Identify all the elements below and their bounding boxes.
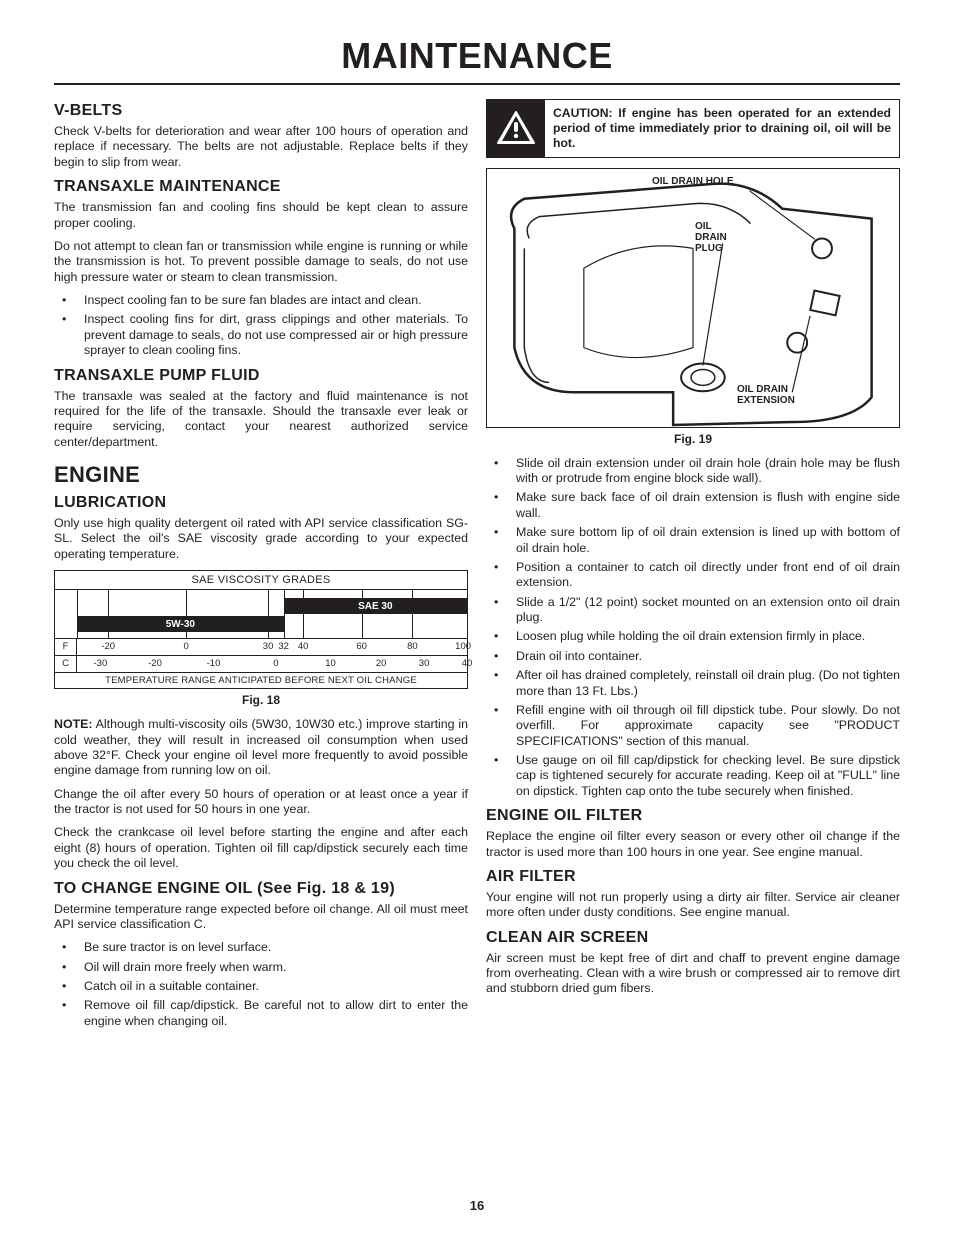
airfilter-p1: Your engine will not run properly using … xyxy=(486,890,900,921)
left-column: V-BELTS Check V-belts for deterioration … xyxy=(54,99,468,1037)
list-item: Slide oil drain extension under oil drai… xyxy=(486,456,900,487)
sae-chart-body: 5W-30SAE 30 xyxy=(55,590,467,638)
transaxle-p2: Do not attempt to clean fan or transmiss… xyxy=(54,239,468,285)
two-columns: V-BELTS Check V-belts for deterioration … xyxy=(54,99,900,1037)
page: MAINTENANCE V-BELTS Check V-belts for de… xyxy=(0,0,954,1067)
vbelts-heading: V-BELTS xyxy=(54,102,468,120)
oilfilter-heading: ENGINE OIL FILTER xyxy=(486,807,900,825)
list-item: Remove oil fill cap/dipstick. Be careful… xyxy=(54,998,468,1029)
list-item: Be sure tractor is on level surface. xyxy=(54,940,468,955)
title-rule xyxy=(54,83,900,85)
airfilter-heading: AIR FILTER xyxy=(486,868,900,886)
change-p1: Change the oil after every 50 hours of o… xyxy=(54,787,468,818)
airscreen-p1: Air screen must be kept free of dirt and… xyxy=(486,951,900,997)
list-item: Inspect cooling fins for dirt, grass cli… xyxy=(54,312,468,358)
sae-chart-title: SAE VISCOSITY GRADES xyxy=(55,571,467,590)
pump-heading: TRANSAXLE PUMP FLUID xyxy=(54,367,468,385)
changeoil-heading: TO CHANGE ENGINE OIL (See Fig. 18 & 19) xyxy=(54,880,468,898)
transaxle-bullets: Inspect cooling fan to be sure fan blade… xyxy=(54,293,468,359)
sae-f-axis: F -2003032406080100 xyxy=(55,638,467,655)
page-title: MAINTENANCE xyxy=(54,35,900,77)
list-item: Make sure back face of oil drain extensi… xyxy=(486,490,900,521)
warning-icon xyxy=(487,100,545,157)
list-item: Slide a 1/2" (12 point) socket mounted o… xyxy=(486,595,900,626)
list-item: Use gauge on oil fill cap/dipstick for c… xyxy=(486,753,900,799)
airscreen-heading: CLEAN AIR SCREEN xyxy=(486,929,900,947)
engine-heading: ENGINE xyxy=(54,462,468,488)
fig19-caption: Fig. 19 xyxy=(486,432,900,446)
note-p: NOTE: Although multi-viscosity oils (5W3… xyxy=(54,717,468,779)
f-ticks: -2003032406080100 xyxy=(77,639,467,655)
pump-p1: The transaxle was sealed at the factory … xyxy=(54,389,468,451)
vbelts-p1: Check V-belts for deterioration and wear… xyxy=(54,124,468,170)
change-p2: Check the crankcase oil level before sta… xyxy=(54,825,468,871)
transaxle-heading: TRANSAXLE MAINTENANCE xyxy=(54,178,468,196)
list-item: Catch oil in a suitable container. xyxy=(54,979,468,994)
label-oil-drain-plug: OIL DRAIN PLUG xyxy=(695,221,727,254)
c-unit: C xyxy=(55,656,77,672)
list-item: Drain oil into container. xyxy=(486,649,900,664)
sae-chart: SAE VISCOSITY GRADES 5W-30SAE 30 F -2003… xyxy=(54,570,468,689)
caution-box: CAUTION: If engine has been operated for… xyxy=(486,99,900,158)
right-column: CAUTION: If engine has been operated for… xyxy=(486,99,900,1037)
oilfilter-p1: Replace the engine oil filter every seas… xyxy=(486,829,900,860)
list-item: After oil has drained completely, reinst… xyxy=(486,668,900,699)
list-item: Loosen plug while holding the oil drain … xyxy=(486,629,900,644)
sae-footer: TEMPERATURE RANGE ANTICIPATED BEFORE NEX… xyxy=(55,672,467,688)
list-item: Inspect cooling fan to be sure fan blade… xyxy=(54,293,468,308)
changeoil-p1: Determine temperature range expected bef… xyxy=(54,902,468,933)
c-ticks: -30-20-10010203040 xyxy=(77,656,467,672)
label-oil-drain-ext: OIL DRAIN EXTENSION xyxy=(737,384,795,406)
lubrication-p1: Only use high quality detergent oil rate… xyxy=(54,516,468,562)
fig18-caption: Fig. 18 xyxy=(54,693,468,707)
f-unit: F xyxy=(55,639,77,655)
list-item: Oil will drain more freely when warm. xyxy=(54,960,468,975)
list-item: Position a container to catch oil direct… xyxy=(486,560,900,591)
list-item: Make sure bottom lip of oil drain extens… xyxy=(486,525,900,556)
list-item: Refill engine with oil through oil fill … xyxy=(486,703,900,749)
changeoil-bullets: Be sure tractor is on level surface. Oil… xyxy=(54,940,468,1029)
drain-steps-bullets: Slide oil drain extension under oil drai… xyxy=(486,456,900,800)
caution-text: CAUTION: If engine has been operated for… xyxy=(545,100,899,157)
lubrication-heading: LUBRICATION xyxy=(54,494,468,512)
transaxle-p1: The transmission fan and cooling fins sh… xyxy=(54,200,468,231)
fig19-diagram: OIL DRAIN HOLE OIL DRAIN PLUG OIL DRAIN … xyxy=(486,168,900,428)
page-number: 16 xyxy=(0,1198,954,1213)
label-oil-drain-hole: OIL DRAIN HOLE xyxy=(652,176,733,187)
sae-c-axis: C -30-20-10010203040 xyxy=(55,655,467,672)
